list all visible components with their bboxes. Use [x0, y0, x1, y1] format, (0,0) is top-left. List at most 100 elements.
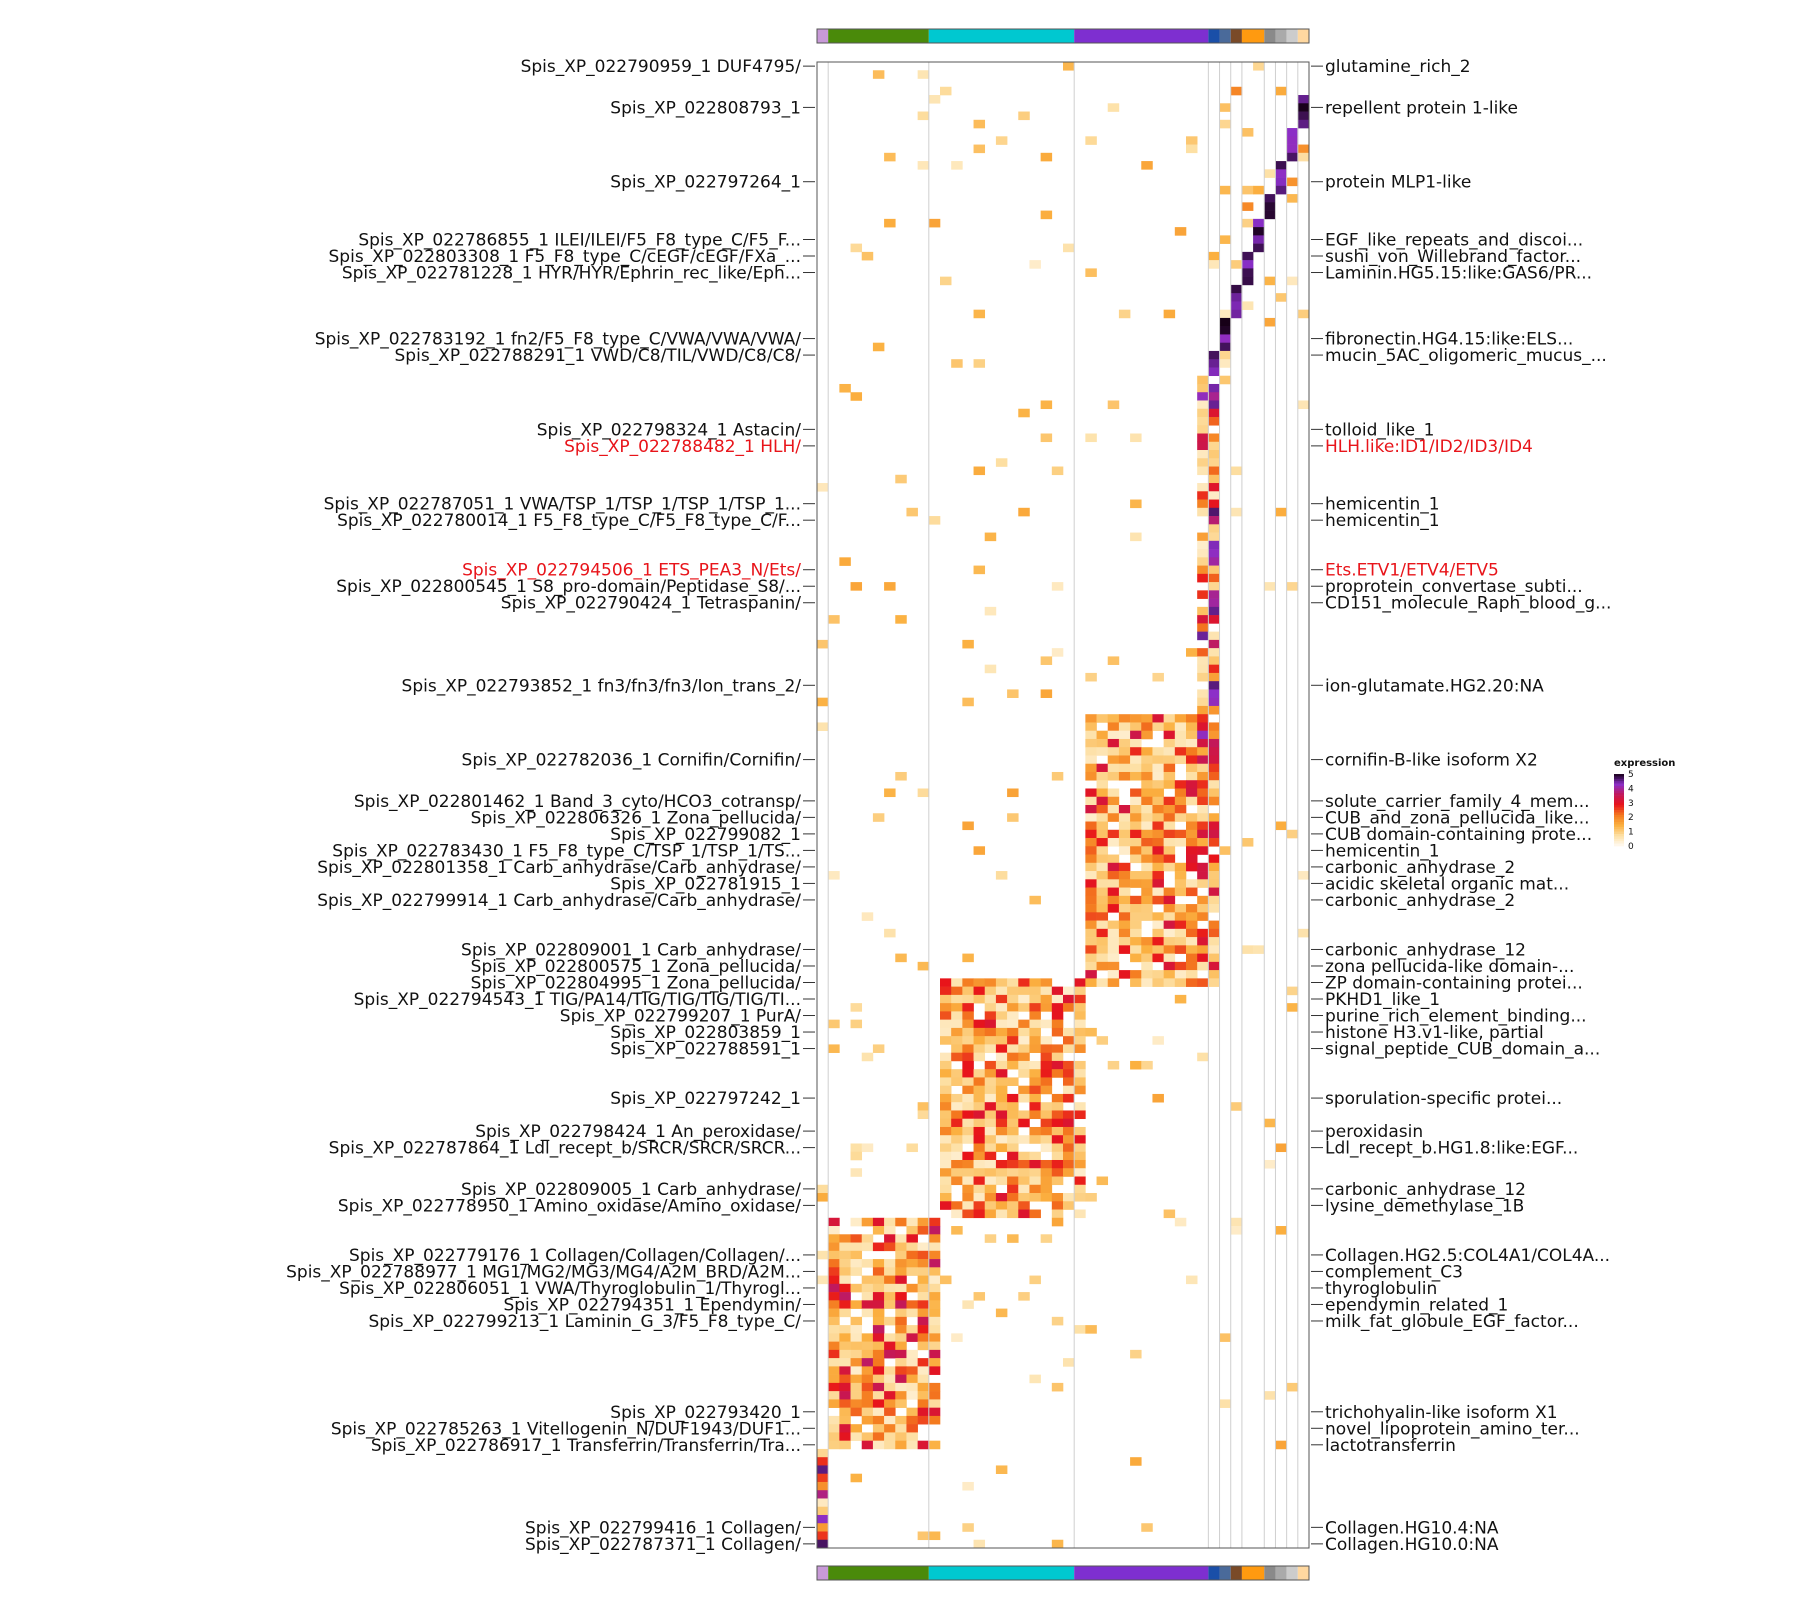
heatmap-cell: [1208, 664, 1220, 674]
heatmap-cell: [1163, 953, 1176, 963]
heatmap-cell: [872, 1267, 885, 1276]
heatmap-cell: [984, 1176, 997, 1186]
heatmap-cell: [973, 978, 986, 987]
heatmap-cell: [1018, 1184, 1030, 1194]
heatmap-cell: [1130, 912, 1142, 921]
heatmap-cell: [1197, 400, 1209, 410]
left-row-label-group: Spis_XP_022781228_1 HYR/HYR/Ephrin_rec_l…: [342, 264, 815, 284]
heatmap-cell: [995, 1168, 1008, 1177]
heatmap-cell: [1118, 838, 1131, 847]
heatmap-cell: [1107, 755, 1120, 765]
heatmap-cell: [828, 1341, 840, 1351]
heatmap-cell: [1163, 978, 1176, 987]
left-row-label-group: Spis_XP_022790959_1 DUF4795/: [521, 57, 815, 77]
right-row-label-group: peroxidasin: [1310, 1122, 1423, 1142]
heatmap-cell: [1208, 945, 1220, 954]
heatmap-cell: [951, 1110, 963, 1120]
heatmap-cell: [884, 928, 896, 938]
heatmap-cell: [1096, 1176, 1109, 1186]
heatmap-cell: [1051, 1382, 1064, 1392]
heatmap-cell: [940, 1036, 952, 1045]
heatmap-cell: [1152, 747, 1164, 756]
heatmap-cell: [828, 1242, 840, 1252]
heatmap-cell: [1051, 986, 1064, 996]
heatmap-cell: [817, 1184, 829, 1194]
heatmap-cell: [1186, 945, 1198, 954]
right-row-label-group: HLH.like:ID1/ID2/ID3/ID4: [1311, 437, 1533, 457]
heatmap-cell: [861, 1333, 874, 1342]
right-row-label: lysine_demethylase_1B: [1325, 1196, 1524, 1216]
left-row-label-group: Spis_XP_022787371_1 Collagen/: [525, 1535, 815, 1555]
right-row-label: ependymin_related_1: [1325, 1295, 1508, 1315]
left-row-label-group: Spis_XP_022806051_1 VWA/Thyroglobulin_1/…: [339, 1279, 815, 1299]
heatmap-cell: [917, 1308, 930, 1318]
heatmap-cell: [1018, 1151, 1030, 1161]
right-row-label-group: proprotein_convertase_subti...: [1310, 577, 1583, 597]
heatmap-cell: [872, 1242, 885, 1252]
heatmap-cell: [1107, 895, 1120, 905]
heatmap-cell: [906, 1226, 918, 1235]
heatmap-cell: [1152, 722, 1164, 731]
left-row-label-group: Spis_XP_022806326_1 Zona_pellucida/: [471, 808, 815, 828]
heatmap-cell: [1096, 829, 1109, 839]
right-row-label-group: Collagen.HG2.5:COL4A1/COL4A...: [1310, 1246, 1610, 1266]
heatmap-cell: [928, 1349, 941, 1359]
heatmap-cell: [962, 994, 974, 1004]
heatmap-cell: [1074, 1159, 1086, 1169]
heatmap-cell: [1275, 1226, 1287, 1235]
right-row-label-group: complement_C3: [1311, 1262, 1463, 1282]
right-row-label: signal_peptide_CUB_domain_a...: [1325, 1040, 1600, 1060]
heatmap-cell: [1197, 829, 1209, 839]
heatmap-cell: [1096, 796, 1109, 806]
left-row-label-group: Spis_XP_022782036_1 Cornifin/Cornifin/: [462, 751, 815, 771]
heatmap-cell: [1118, 862, 1131, 872]
heatmap-cell: [973, 1085, 986, 1095]
heatmap-cell: [895, 1259, 907, 1268]
heatmap-cell: [1007, 1044, 1019, 1053]
heatmap-cell: [1007, 1168, 1019, 1177]
heatmap-cell: [1208, 532, 1220, 542]
right-row-label-group: hemicentin_1: [1310, 495, 1440, 515]
left-row-label: Spis_XP_022803308_1 F5_F8_type_C/cEGF/cE…: [329, 247, 801, 267]
heatmap-cell: [917, 1415, 930, 1425]
heatmap-cell: [951, 994, 963, 1004]
heatmap-cell: [1141, 730, 1153, 740]
heatmap-cell: [917, 1217, 930, 1227]
heatmap-cell: [1241, 945, 1254, 954]
heatmap-cell: [940, 1275, 952, 1285]
heatmap-cell: [1174, 920, 1187, 930]
heatmap-cell: [973, 119, 986, 129]
heatmap-cell: [940, 1110, 952, 1120]
heatmap-cell: [1063, 1358, 1075, 1367]
right-row-label: PKHD1_like_1: [1325, 990, 1440, 1010]
heatmap-cell: [1063, 1135, 1075, 1144]
heatmap-cell: [973, 994, 986, 1004]
left-row-label-group: Spis_XP_022800575_1 Zona_pellucida/: [471, 957, 815, 977]
heatmap-cell: [884, 1440, 896, 1450]
legend-tick-label: 2: [1628, 813, 1634, 823]
heatmap-cell: [1130, 821, 1142, 831]
heatmap-cell: [1130, 771, 1142, 781]
heatmap-cell: [1063, 1168, 1075, 1177]
heatmap-cell: [895, 1300, 907, 1309]
bottom-annotation-frame: [816, 1565, 1310, 1581]
heatmap-cell: [1208, 524, 1220, 533]
legend-gradient-step: [1614, 834, 1624, 837]
heatmap-cell: [1096, 879, 1109, 888]
heatmap-cell: [984, 606, 997, 616]
heatmap-cell: [1130, 805, 1142, 814]
heatmap-cell: [917, 1407, 930, 1417]
left-row-label: Spis_XP_022788591_1: [610, 1040, 801, 1060]
heatmap-cell: [917, 1275, 930, 1285]
heatmap-cell: [1007, 1234, 1019, 1243]
heatmap-cell: [984, 1193, 997, 1202]
heatmap-cell: [850, 1432, 863, 1441]
heatmap-cell: [884, 1399, 896, 1408]
heatmap-cell: [1208, 392, 1220, 401]
heatmap-cell: [1051, 1209, 1064, 1219]
heatmap-cell: [1018, 1110, 1030, 1120]
heatmap-cell: [839, 1440, 851, 1450]
left-row-label-group: Spis_XP_022797242_1: [610, 1089, 816, 1109]
heatmap-cell: [1029, 1374, 1041, 1384]
heatmap-cell: [1141, 846, 1153, 855]
